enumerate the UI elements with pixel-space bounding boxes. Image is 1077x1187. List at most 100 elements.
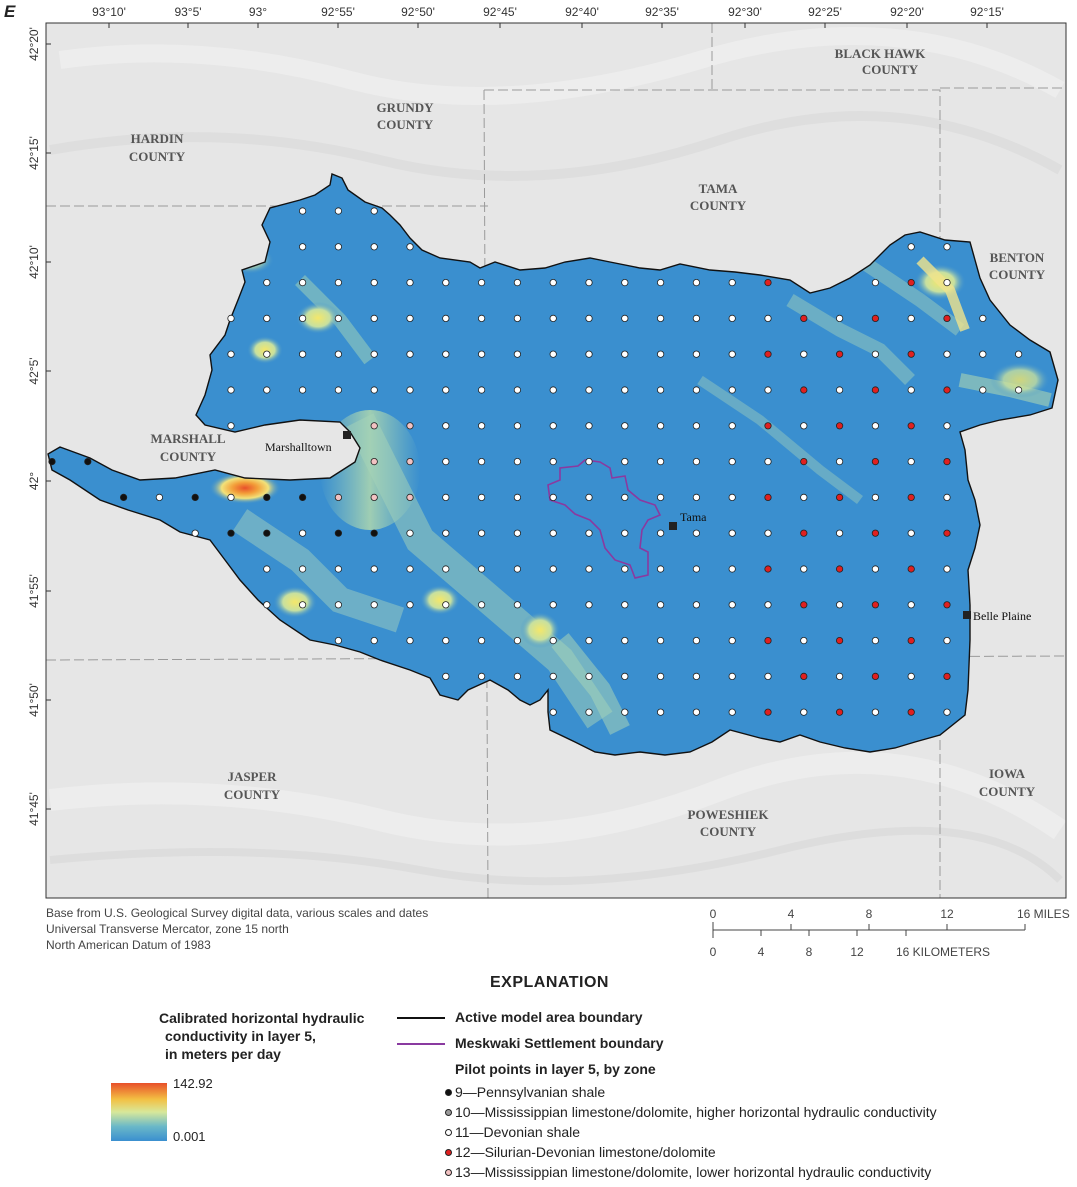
- pilot-point: [298, 278, 307, 287]
- pilot-point: [513, 457, 522, 466]
- pilot-point: [943, 529, 951, 537]
- pilot-point: [1014, 386, 1023, 394]
- pilot-point: [764, 314, 772, 322]
- pilot-point: [621, 457, 629, 466]
- pilot-point: [585, 493, 593, 501]
- pilot-point: [943, 493, 951, 501]
- pilot-point: [835, 601, 844, 609]
- pilot-point: [871, 493, 880, 501]
- pilot-point: [728, 493, 736, 501]
- colorbar-title-line-1: Calibrated horizontal hydraulic: [159, 1010, 365, 1026]
- pilot-point: [764, 386, 772, 394]
- pilot-point: [907, 386, 915, 394]
- pilot-point: [692, 529, 701, 537]
- pilot-point: [800, 350, 808, 358]
- pilot-point: [764, 636, 772, 645]
- pilot-point: [477, 386, 486, 394]
- pilot-point: [227, 529, 235, 537]
- pilot-point: [728, 565, 736, 573]
- pilot-point: [728, 350, 736, 358]
- lon-tick-7: 92°35': [645, 5, 679, 19]
- pilot-point: [871, 278, 880, 287]
- pilot-point: [907, 457, 915, 466]
- pilot-point: [298, 386, 307, 394]
- model-area: [47, 173, 1059, 756]
- pilot-point: [585, 601, 593, 609]
- pilot-point: [656, 636, 665, 645]
- lon-tick-1: 93°5': [174, 5, 201, 19]
- pilot-point: [656, 278, 665, 287]
- pilot-point: [692, 565, 701, 573]
- pilot-point: [764, 601, 772, 609]
- lon-tick-3: 92°55': [321, 5, 355, 19]
- pilot-point: [263, 350, 271, 358]
- pilot-point: [442, 350, 450, 358]
- pilot-zone-9-dot: [445, 1089, 452, 1096]
- pilot-point: [549, 314, 557, 322]
- pilot-point: [621, 493, 629, 501]
- pilot-point: [943, 457, 951, 466]
- hillshade-texture: [48, 27, 1067, 886]
- pilot-point: [835, 493, 844, 501]
- pilot-point: [621, 278, 629, 287]
- pilot-point: [48, 457, 56, 466]
- colorbar-title: Calibrated horizontal hydraulic conducti…: [159, 1009, 389, 1063]
- pilot-point: [334, 636, 342, 645]
- pilot-point: [764, 422, 772, 430]
- pilot-point: [728, 457, 736, 466]
- pilot-point: [764, 529, 772, 537]
- pilot-point: [585, 386, 593, 394]
- pilot-point: [800, 493, 808, 501]
- pilot-point: [943, 350, 951, 358]
- pilot-point: [871, 708, 880, 716]
- pilot-point: [227, 314, 235, 322]
- city-markers: Marshalltown Tama Belle Plaine: [265, 431, 1031, 623]
- pilot-point: [406, 386, 414, 394]
- pilot-point: [585, 278, 593, 287]
- pilot-point: [513, 386, 522, 394]
- pilot-point: [621, 422, 629, 430]
- lat-tick-0: 42°20': [27, 27, 41, 61]
- pilot-point: [800, 565, 808, 573]
- city-label-tama: Tama: [680, 510, 707, 524]
- left-tick-labels: 42°20' 42°15' 42°10' 42°5' 42° 41°55' 41…: [27, 27, 41, 826]
- pilot-point: [298, 207, 307, 215]
- pilot-point: [406, 565, 414, 573]
- pilot-zone-13-dot: [445, 1169, 452, 1176]
- pilot-point: [585, 457, 593, 466]
- pilot-point: [334, 350, 342, 358]
- pilot-point: [800, 386, 808, 394]
- pilot-point: [406, 601, 414, 609]
- lat-tick-1: 42°15': [27, 136, 41, 170]
- marshalltown-marker: [343, 431, 351, 439]
- scale-km-16: 16 KILOMETERS: [896, 945, 990, 959]
- pilot-point: [728, 708, 736, 716]
- pilot-point: [800, 422, 808, 430]
- pilot-point: [263, 493, 271, 501]
- lat-tick-2: 42°10': [27, 245, 41, 279]
- lon-tick-8: 92°30': [728, 5, 762, 19]
- panel-letter: E: [4, 2, 16, 21]
- pilot-point: [585, 350, 593, 358]
- pilot-point: [871, 636, 880, 645]
- pilot-point: [442, 278, 450, 287]
- pilot-point: [549, 422, 557, 430]
- pilot-point: [406, 350, 414, 358]
- pilot-zone-10-label: 10—Mississippian limestone/dolomite, hig…: [455, 1104, 937, 1120]
- pilot-point: [835, 565, 844, 573]
- map-frame: [45, 22, 1067, 899]
- pilot-zone-12-dot: [445, 1149, 452, 1156]
- pilot-point: [406, 278, 414, 287]
- scale-mile-16: 16 MILES: [1017, 907, 1070, 921]
- boundary-legend-label: Active model area boundary: [455, 1009, 643, 1025]
- pilot-point: [692, 708, 701, 716]
- pilot-point: [370, 350, 378, 358]
- pilot-point: [656, 601, 665, 609]
- pilot-point: [442, 672, 450, 681]
- pilot-point: [298, 565, 307, 573]
- pilot-point: [656, 314, 665, 322]
- explanation: EXPLANATION Calibrated horizontal hydrau…: [0, 972, 1077, 1187]
- pilot-point: [477, 493, 486, 501]
- pilot-point: [871, 422, 880, 430]
- tama-marker: [669, 522, 677, 530]
